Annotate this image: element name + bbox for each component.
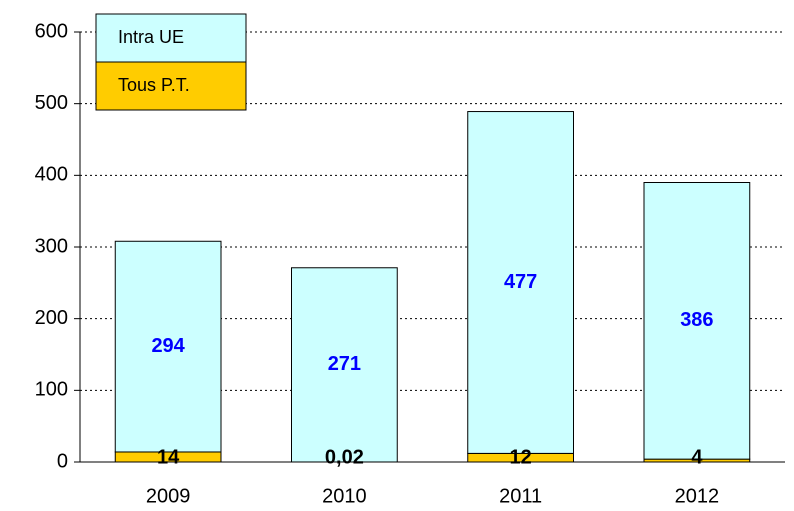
bar-segment xyxy=(291,267,398,463)
x-tick-label: 2012 xyxy=(675,485,720,507)
value-label: 4 xyxy=(691,446,703,468)
legend-swatch xyxy=(95,61,247,111)
y-tick-label: 400 xyxy=(35,164,68,186)
value-label: 12 xyxy=(510,446,532,468)
value-label: 271 xyxy=(328,353,361,375)
y-tick-label: 0 xyxy=(57,450,68,472)
y-tick-label: 100 xyxy=(35,379,68,401)
bar-segment xyxy=(643,182,751,460)
bar-segment xyxy=(114,240,222,453)
value-label: 386 xyxy=(680,309,713,331)
y-tick-label: 300 xyxy=(35,235,68,257)
value-label: 0,02 xyxy=(325,446,364,468)
x-tick-label: 2009 xyxy=(146,485,191,507)
value-label: 477 xyxy=(504,271,537,293)
y-tick-label: 600 xyxy=(35,20,68,42)
y-tick-label: 500 xyxy=(35,92,68,114)
x-tick-label: 2011 xyxy=(499,485,542,507)
legend-label: Intra UE xyxy=(118,27,184,47)
legend-swatch xyxy=(95,13,247,63)
value-label: 294 xyxy=(151,335,185,357)
legend-label: Tous P.T. xyxy=(118,75,190,95)
bar-segment xyxy=(467,111,574,454)
x-tick-label: 2010 xyxy=(322,485,367,507)
value-label: 14 xyxy=(157,446,180,468)
y-tick-label: 200 xyxy=(35,307,68,329)
